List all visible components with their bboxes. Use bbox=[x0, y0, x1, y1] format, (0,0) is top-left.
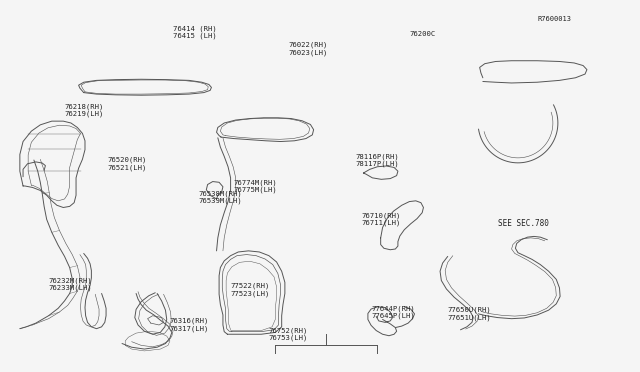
Text: 76538M(RH)
76539M(LH): 76538M(RH) 76539M(LH) bbox=[198, 190, 243, 204]
Text: 77522(RH)
77523(LH): 77522(RH) 77523(LH) bbox=[230, 283, 270, 297]
Text: 76520(RH)
76521(LH): 76520(RH) 76521(LH) bbox=[108, 157, 147, 171]
Text: 76774M(RH)
76775M(LH): 76774M(RH) 76775M(LH) bbox=[234, 179, 278, 193]
Text: SEE SEC.780: SEE SEC.780 bbox=[497, 219, 548, 228]
Text: 76710(RH)
76711(LH): 76710(RH) 76711(LH) bbox=[362, 212, 401, 226]
Text: 76232M(RH)
76233M(LH): 76232M(RH) 76233M(LH) bbox=[49, 277, 92, 291]
Text: 76200C: 76200C bbox=[410, 31, 436, 37]
Text: 76316(RH)
76317(LH): 76316(RH) 76317(LH) bbox=[170, 318, 209, 332]
Text: 76752(RH)
76753(LH): 76752(RH) 76753(LH) bbox=[269, 327, 308, 341]
Text: 76218(RH)
76219(LH): 76218(RH) 76219(LH) bbox=[65, 103, 104, 117]
Text: 76022(RH)
76023(LH): 76022(RH) 76023(LH) bbox=[288, 42, 328, 56]
Text: 78116P(RH)
78117P(LH): 78116P(RH) 78117P(LH) bbox=[355, 153, 399, 167]
Text: 76414 (RH)
76415 (LH): 76414 (RH) 76415 (LH) bbox=[173, 25, 217, 39]
Text: 77650U(RH)
77651U(LH): 77650U(RH) 77651U(LH) bbox=[448, 307, 492, 321]
Text: 77644P(RH)
77645P(LH): 77644P(RH) 77645P(LH) bbox=[371, 305, 415, 319]
Text: R7600013: R7600013 bbox=[537, 16, 571, 22]
